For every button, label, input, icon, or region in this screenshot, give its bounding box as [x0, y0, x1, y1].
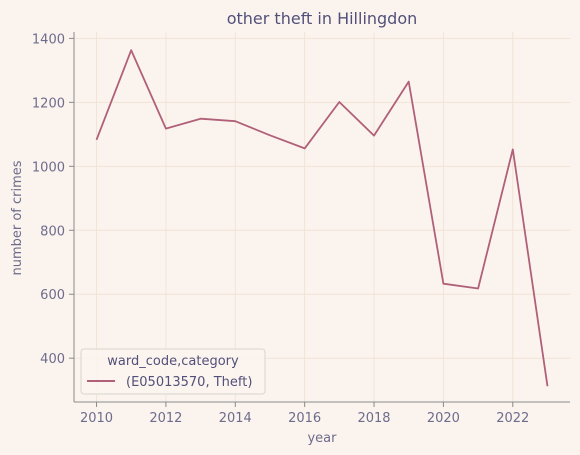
y-tick-label: 400: [40, 352, 65, 367]
series-layer: [96, 49, 549, 387]
y-tick-label: 1000: [32, 160, 65, 175]
x-tick-label: 2014: [219, 411, 252, 426]
data-point: [512, 148, 514, 150]
x-tick-label: 2010: [80, 411, 113, 426]
series-line: [97, 50, 548, 386]
x-tick-label: 2016: [288, 411, 321, 426]
data-point: [200, 118, 202, 120]
y-axis-label: number of crimes: [10, 160, 25, 275]
data-point: [338, 101, 340, 103]
x-tick-label: 2018: [357, 411, 390, 426]
data-point: [546, 385, 548, 387]
x-tick-label: 2012: [149, 411, 182, 426]
data-point: [408, 81, 410, 83]
data-point: [304, 147, 306, 149]
x-tick-label: 2020: [427, 411, 460, 426]
legend-title: ward_code,category: [107, 354, 239, 369]
x-tick-label: 2022: [496, 411, 529, 426]
data-point: [373, 135, 375, 137]
data-point: [442, 283, 444, 285]
data-point: [165, 128, 167, 130]
y-tick-label: 1400: [32, 32, 65, 47]
data-point: [130, 49, 132, 51]
chart-title: other theft in Hillingdon: [227, 9, 418, 28]
data-point: [269, 134, 271, 136]
legend: ward_code,category (E05013570, Theft): [81, 349, 265, 394]
data-point: [477, 287, 479, 289]
y-tick-label: 800: [40, 224, 65, 239]
data-point: [96, 139, 98, 141]
legend-entry-label: (E05013570, Theft): [126, 375, 252, 390]
y-tick-label: 600: [40, 288, 65, 303]
data-point: [234, 120, 236, 122]
y-tick-label: 1200: [32, 96, 65, 111]
x-axis-label: year: [307, 431, 337, 446]
